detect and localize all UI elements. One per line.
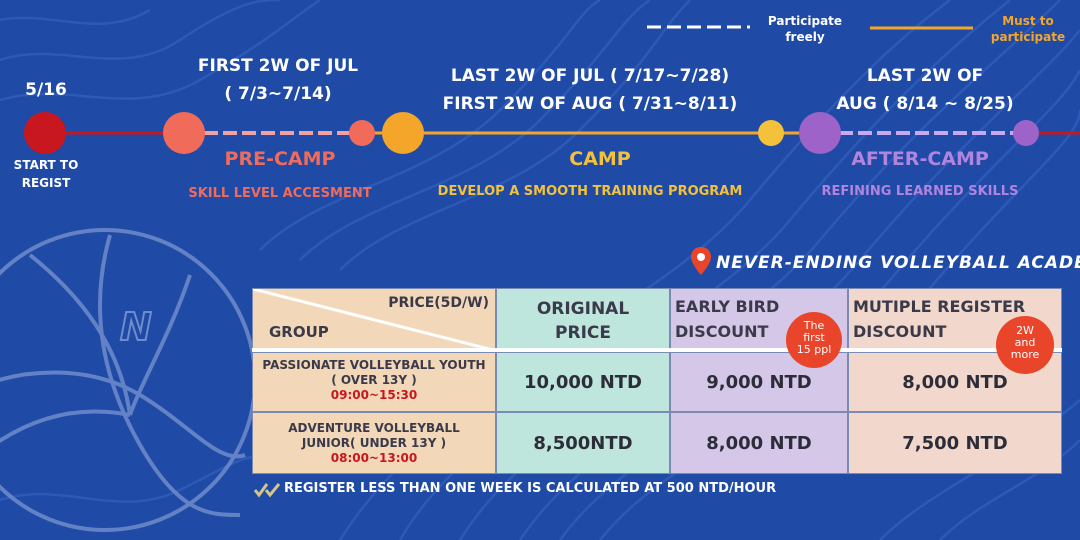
double-check-icon	[254, 483, 281, 498]
aftercamp-start-dot	[799, 112, 841, 154]
location-pin-icon	[691, 247, 711, 275]
row2-multi-price: 7,500 NTD	[902, 433, 1008, 454]
precamp-date-line2: ( 7/3~7/14)	[224, 84, 332, 104]
row1-original-price: 10,000 NTD	[523, 372, 642, 393]
camp-end-dot	[758, 120, 784, 146]
precamp-date-line1: FIRST 2W OF JUL	[197, 56, 359, 76]
legend-must-line2: participate	[990, 30, 1066, 44]
row1-early-price: 9,000 NTD	[706, 372, 812, 393]
header-original-line2: PRICE	[555, 323, 611, 343]
start-date: 5/16	[25, 80, 67, 100]
early-badge-line2: first	[803, 331, 825, 344]
start-dot	[24, 112, 66, 154]
row1-time: 09:00~15:30	[330, 388, 418, 402]
solid-line-legend	[870, 26, 973, 30]
dashed-line-legend	[647, 25, 750, 29]
header-early-line2: DISCOUNT	[675, 322, 769, 341]
aftercamp-date-line1: LAST 2W OF	[866, 66, 984, 86]
legend-participate-freely: Participate freely	[755, 13, 855, 45]
aftercamp-subtitle: REFINING LEARNED SKILLS	[821, 184, 1019, 199]
header-original-line1: ORIGINAL	[536, 299, 630, 319]
header-separator	[252, 348, 1062, 352]
early-badge-line3: 15 ppl	[796, 343, 832, 356]
header-early-line1: EARLY BIRD	[675, 297, 780, 316]
header-group-cell: PRICE(5D/W) GROUP	[252, 288, 497, 351]
multi-badge-line3: more	[1010, 348, 1040, 361]
header-group-label: GROUP	[269, 323, 329, 341]
start-label: START TO REGIST	[0, 156, 92, 192]
row2-early-cell: 8,000 NTD	[670, 412, 848, 474]
row1-original-cell: 10,000 NTD	[496, 352, 670, 412]
row1-group-cell: PASSIONATE VOLLEYBALL YOUTH ( OVER 13Y )…	[252, 352, 496, 412]
header-diagonal	[253, 289, 497, 351]
legend-must-participate: Must to participate	[978, 13, 1078, 45]
camp-dates: LAST 2W OF JUL ( 7/17~7/28) FIRST 2W OF …	[420, 62, 760, 118]
header-original-cell: ORIGINAL PRICE	[496, 288, 670, 350]
camp-subtitle: DEVELOP A SMOOTH TRAINING PROGRAM	[437, 184, 743, 199]
camp-start-dot	[382, 112, 424, 154]
precamp-subtitle: SKILL LEVEL ACCESMENT	[188, 186, 372, 201]
row2-original-cell: 8,500NTD	[496, 412, 670, 474]
multi-badge-line1: 2W	[1016, 324, 1034, 337]
camp-title: CAMP	[569, 148, 631, 170]
legend-freely-line2: freely	[785, 30, 825, 44]
row2-early-price: 8,000 NTD	[706, 433, 812, 454]
multi-badge-line2: and	[1014, 336, 1036, 349]
precamp-dates: FIRST 2W OF JUL ( 7/3~7/14)	[178, 52, 378, 108]
precamp-end-dot	[349, 120, 375, 146]
row1-multi-price: 8,000 NTD	[902, 372, 1008, 393]
aftercamp-title: AFTER-CAMP	[851, 148, 989, 170]
legend-must-line1: Must to	[1002, 14, 1054, 28]
camp-date-line2: FIRST 2W OF AUG ( 7/31~8/11)	[442, 94, 738, 114]
volleyball-icon: N	[0, 228, 257, 532]
aftercamp-end-dot	[1013, 120, 1039, 146]
precamp-start-dot	[163, 112, 205, 154]
aftercamp-date-line2: AUG ( 8/14 ~ 8/25)	[836, 94, 1014, 114]
camp-date-line1: LAST 2W OF JUL ( 7/17~7/28)	[450, 66, 730, 86]
academy-name: Never-Ending Volleyball Academy	[716, 253, 1080, 273]
row2-name-line1: ADVENTURE VOLLEYBALL	[288, 421, 460, 435]
row2-group-cell: ADVENTURE VOLLEYBALL JUNIOR( UNDER 13Y )…	[252, 412, 496, 474]
row2-time: 08:00~13:00	[330, 451, 418, 465]
row1-name-line2: ( OVER 13Y )	[331, 373, 417, 387]
row2-original-price: 8,500NTD	[533, 433, 633, 454]
early-bird-badge: The first 15 ppl	[786, 312, 842, 368]
start-label-line1: START TO	[13, 158, 79, 172]
svg-text:N: N	[120, 305, 152, 349]
aftercamp-dates: LAST 2W OF AUG ( 8/14 ~ 8/25)	[820, 62, 1030, 118]
row2-multi-cell: 7,500 NTD	[848, 412, 1062, 474]
start-label-line2: REGIST	[21, 176, 71, 190]
precamp-title: PRE-CAMP	[224, 148, 336, 170]
header-multi-line1: MUTIPLE REGISTER	[853, 297, 1026, 316]
early-badge-line1: The	[803, 319, 825, 332]
row1-name-line1: PASSIONATE VOLLEYBALL YOUTH	[262, 358, 486, 372]
multi-register-badge: 2W and more	[996, 316, 1054, 374]
row2-name-line2: JUNIOR( UNDER 13Y )	[301, 436, 447, 450]
header-multi-line2: DISCOUNT	[853, 322, 947, 341]
timeline	[24, 112, 1080, 154]
legend-freely-line1: Participate	[767, 14, 843, 28]
header-price-label: PRICE(5D/W)	[388, 295, 489, 311]
note-text: REGISTER LESS THAN ONE WEEK IS CALCULATE…	[284, 481, 777, 496]
